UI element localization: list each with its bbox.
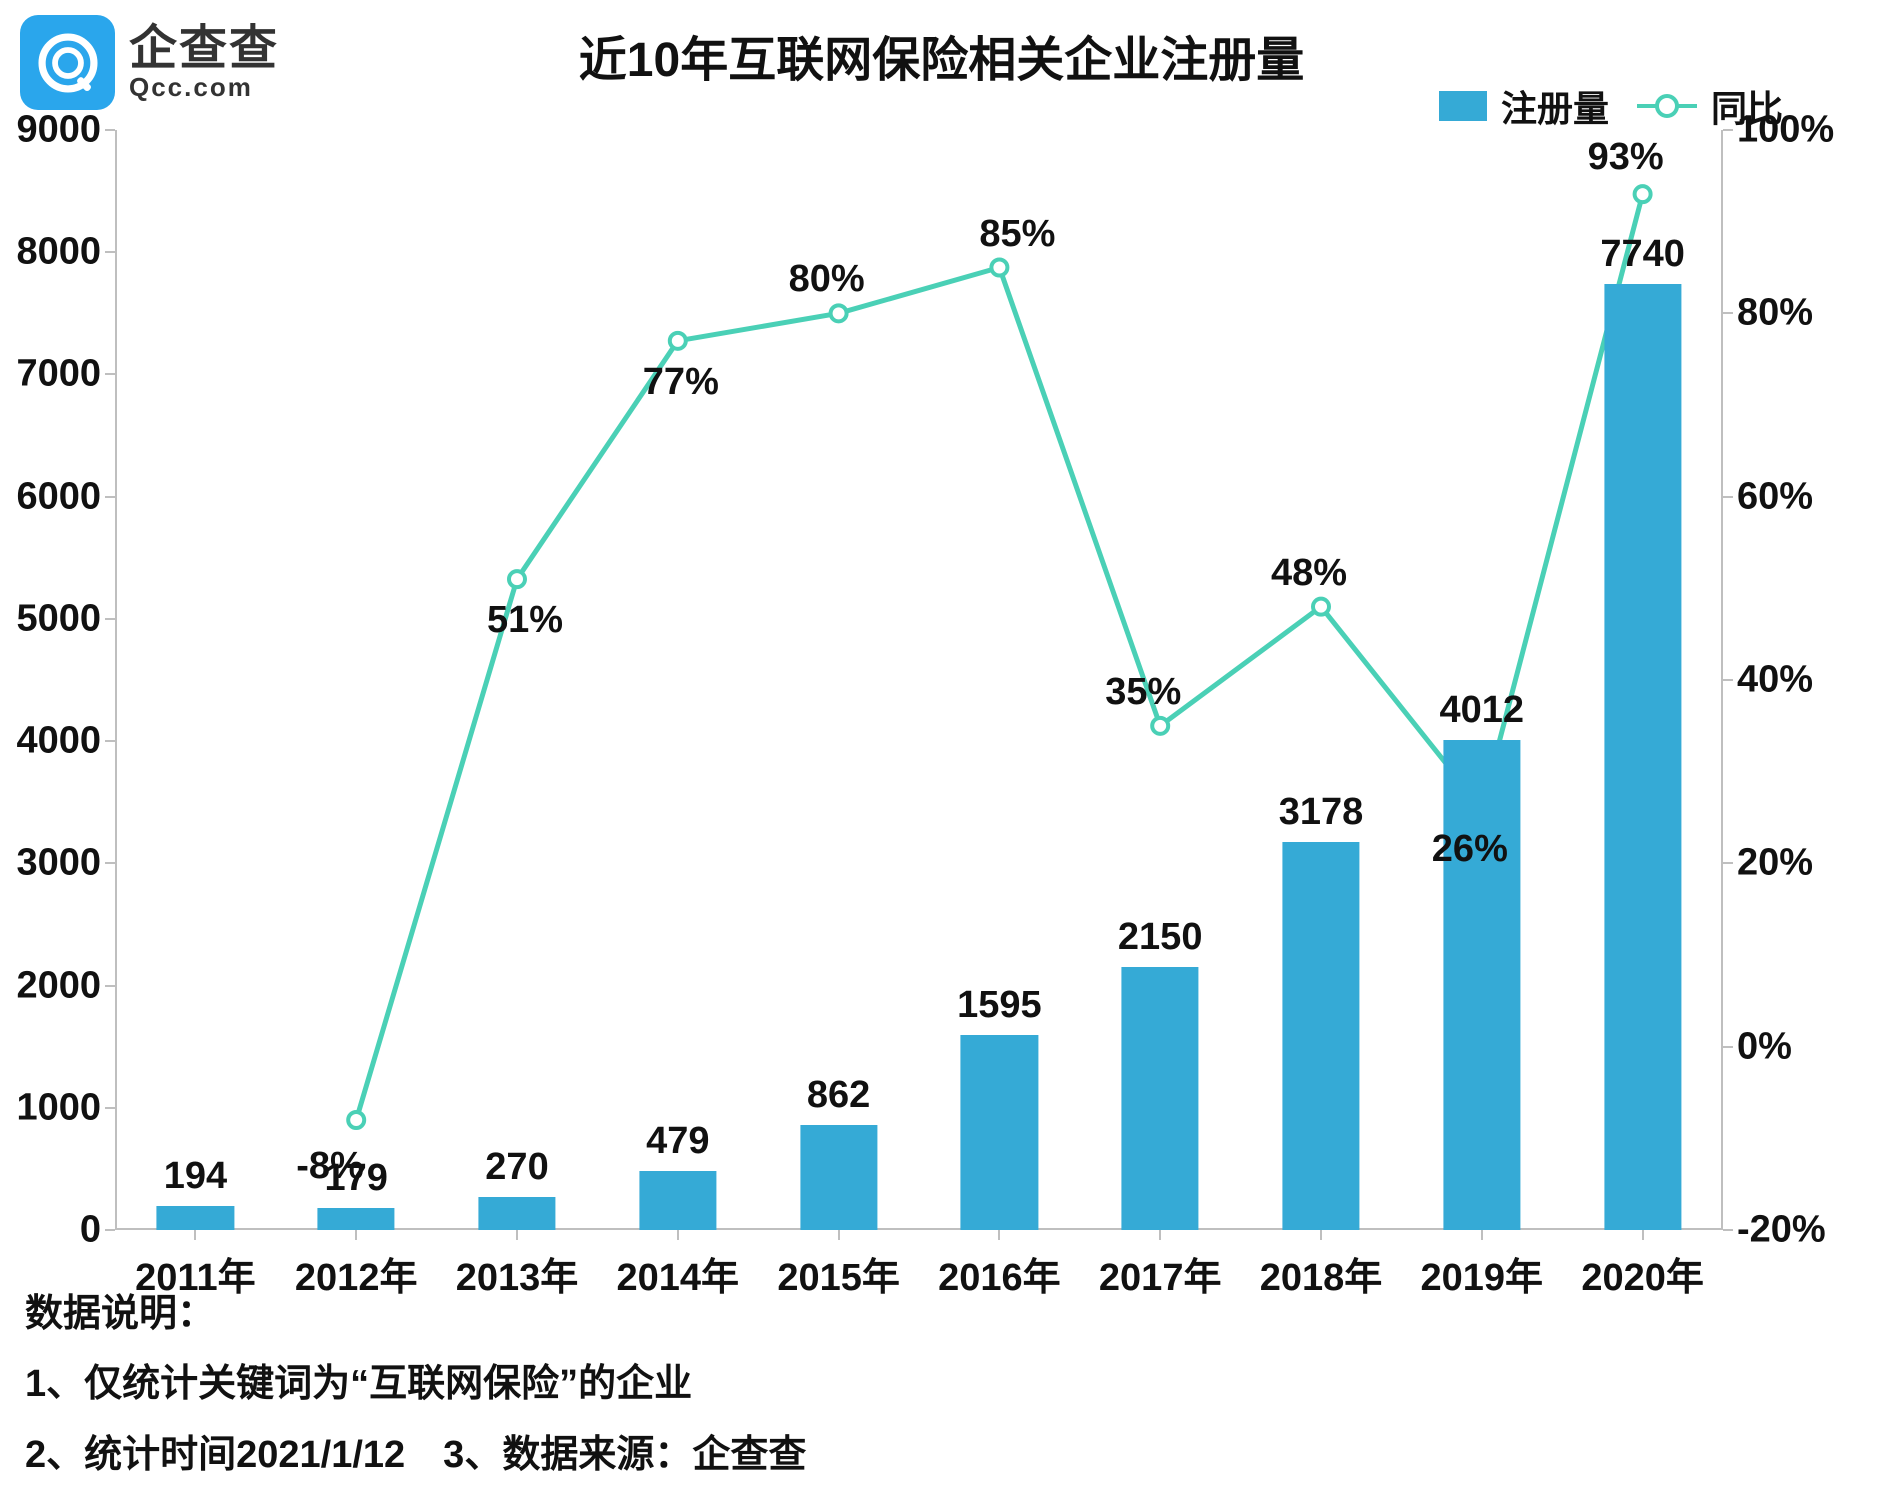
line-series-marker bbox=[1313, 599, 1329, 615]
line-value-label: -8% bbox=[296, 1145, 364, 1188]
bar-value-label: 7740 bbox=[1600, 233, 1685, 276]
bar-value-label: 270 bbox=[485, 1146, 548, 1189]
y-left-tick-label: 3000 bbox=[16, 842, 115, 885]
y-right-tick-label: 60% bbox=[1723, 475, 1813, 518]
bar-value-label: 1595 bbox=[957, 984, 1042, 1027]
x-tick-mark bbox=[516, 1230, 518, 1240]
y-left-tick-mark bbox=[105, 129, 115, 131]
y-left-tick-label: 4000 bbox=[16, 720, 115, 763]
line-value-label: 35% bbox=[1105, 671, 1181, 714]
y-right-tick-mark bbox=[1723, 679, 1733, 681]
y-left-tick-mark bbox=[105, 251, 115, 253]
x-tick-mark bbox=[1320, 1230, 1322, 1240]
bar bbox=[961, 1035, 1038, 1230]
line-value-label: 26% bbox=[1432, 828, 1508, 871]
y-left-tick-label: 9000 bbox=[16, 109, 115, 152]
y-right-tick-mark bbox=[1723, 312, 1733, 314]
x-tick-label: 2019年 bbox=[1421, 1230, 1544, 1301]
x-tick-mark bbox=[677, 1230, 679, 1240]
bar bbox=[478, 1197, 555, 1230]
y-left-tick-mark bbox=[105, 496, 115, 498]
line-value-label: 85% bbox=[979, 213, 1055, 256]
y-left-tick-label: 1000 bbox=[16, 1086, 115, 1129]
x-tick-mark bbox=[1159, 1230, 1161, 1240]
y-right-tick-label: 80% bbox=[1723, 292, 1813, 335]
notes-line-1: 1、仅统计关键词为“互联网保险”的企业 bbox=[25, 1349, 806, 1419]
line-series-marker bbox=[831, 305, 847, 321]
y-right-tick-mark bbox=[1723, 1229, 1733, 1231]
y-left-tick-mark bbox=[105, 373, 115, 375]
y-left-tick-label: 6000 bbox=[16, 475, 115, 518]
y-left-tick-mark bbox=[105, 740, 115, 742]
legend-bar-label: 注册量 bbox=[1501, 80, 1609, 132]
x-tick-label: 2020年 bbox=[1581, 1230, 1704, 1301]
y-left-tick-mark bbox=[105, 985, 115, 987]
bar bbox=[800, 1125, 877, 1230]
bar bbox=[1443, 740, 1520, 1230]
y-left-tick-mark bbox=[105, 862, 115, 864]
x-tick-label: 2017年 bbox=[1099, 1230, 1222, 1301]
y-right-tick-label: -20% bbox=[1723, 1209, 1826, 1252]
x-tick-mark bbox=[838, 1230, 840, 1240]
y-left-tick-mark bbox=[105, 1229, 115, 1231]
line-value-label: 48% bbox=[1271, 552, 1347, 595]
bar-value-label: 862 bbox=[807, 1074, 870, 1117]
line-value-label: 80% bbox=[789, 258, 865, 301]
line-series-marker bbox=[991, 260, 1007, 276]
bar-value-label: 3178 bbox=[1279, 791, 1364, 834]
x-tick-label: 2016年 bbox=[938, 1230, 1061, 1301]
y-right-tick-mark bbox=[1723, 1046, 1733, 1048]
notes-heading: 数据说明： bbox=[25, 1279, 806, 1349]
line-value-label: 93% bbox=[1588, 136, 1664, 179]
y-left-tick-label: 2000 bbox=[16, 964, 115, 1007]
legend-line-swatch bbox=[1637, 91, 1697, 121]
y-right-tick-mark bbox=[1723, 129, 1733, 131]
y-left-tick-mark bbox=[105, 618, 115, 620]
bar bbox=[639, 1171, 716, 1230]
y-left-tick-label: 8000 bbox=[16, 231, 115, 274]
bar bbox=[157, 1206, 234, 1230]
bar-value-label: 4012 bbox=[1440, 689, 1525, 732]
x-tick-mark bbox=[194, 1230, 196, 1240]
chart-plot-area: 0100020003000400050006000700080009000-20… bbox=[115, 130, 1723, 1230]
y-right-tick-label: 20% bbox=[1723, 842, 1813, 885]
x-tick-mark bbox=[355, 1230, 357, 1240]
bar bbox=[1604, 284, 1681, 1230]
notes-line-2: 2、统计时间2021/1/12 3、数据来源：企查查 bbox=[25, 1420, 806, 1490]
line-series-marker bbox=[670, 333, 686, 349]
y-right-tick-label: 0% bbox=[1723, 1025, 1792, 1068]
data-notes: 数据说明： 1、仅统计关键词为“互联网保险”的企业 2、统计时间2021/1/1… bbox=[25, 1279, 806, 1490]
bar bbox=[1122, 967, 1199, 1230]
line-series-marker bbox=[1635, 186, 1651, 202]
line-series-marker bbox=[509, 571, 525, 587]
line-value-label: 51% bbox=[487, 599, 563, 642]
bar bbox=[1282, 842, 1359, 1230]
x-tick-mark bbox=[998, 1230, 1000, 1240]
y-right-tick-mark bbox=[1723, 862, 1733, 864]
line-value-label: 77% bbox=[643, 361, 719, 404]
y-right-tick-label: 100% bbox=[1723, 109, 1834, 152]
bar-value-label: 2150 bbox=[1118, 916, 1203, 959]
y-left-tick-mark bbox=[105, 1107, 115, 1109]
y-left-tick-label: 7000 bbox=[16, 353, 115, 396]
bar-value-label: 194 bbox=[164, 1155, 227, 1198]
x-tick-label: 2018年 bbox=[1260, 1230, 1383, 1301]
y-right-tick-mark bbox=[1723, 496, 1733, 498]
x-tick-mark bbox=[1481, 1230, 1483, 1240]
x-tick-mark bbox=[1642, 1230, 1644, 1240]
legend-bar-swatch bbox=[1439, 91, 1487, 121]
line-series-marker bbox=[1152, 718, 1168, 734]
line-series-marker bbox=[348, 1112, 364, 1128]
bar bbox=[318, 1208, 395, 1230]
y-left-tick-label: 5000 bbox=[16, 597, 115, 640]
y-right-tick-label: 40% bbox=[1723, 659, 1813, 702]
bar-value-label: 479 bbox=[646, 1120, 709, 1163]
